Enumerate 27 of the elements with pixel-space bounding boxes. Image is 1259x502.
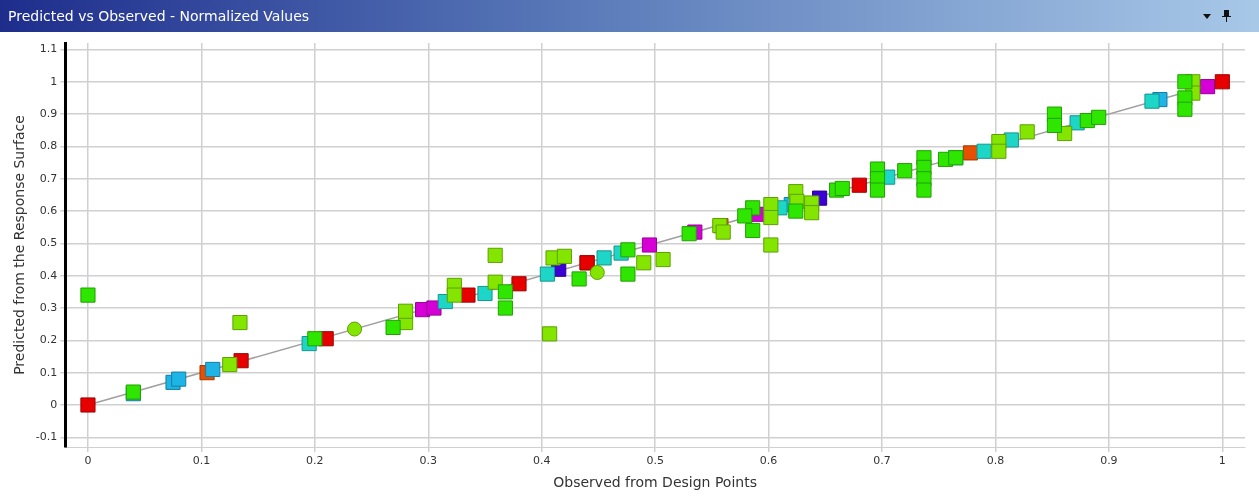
y-tick-label: 0.9 [39, 106, 58, 120]
y-tick-label: 0.5 [39, 236, 58, 250]
y-tick-label: 0.6 [39, 203, 58, 217]
y-tick-label: 0.3 [39, 300, 58, 314]
y-tick-label: 0.7 [39, 171, 58, 185]
y-tick-label: 0.2 [39, 333, 58, 347]
x-tick-label: 0.4 [532, 454, 551, 468]
x-tick-label: 0.6 [759, 454, 778, 468]
y-tick-label: 0.1 [39, 365, 58, 379]
x-tick-label: 1 [1218, 454, 1226, 468]
y-tick-label: 1.1 [39, 42, 58, 56]
x-tick-label: 0 [84, 454, 92, 468]
x-tick-label: 0.1 [192, 454, 211, 468]
x-tick-label: 0.8 [986, 454, 1005, 468]
x-tick-label: 0.5 [646, 454, 664, 468]
x-tick-label: 0.2 [306, 454, 324, 468]
y-tick-label: 1 [50, 74, 58, 88]
x-axis-title: Observed from Design Points [553, 474, 757, 491]
chart-title: Predicted vs Observed - Normalized Values [8, 8, 310, 24]
x-tick-label: 0.3 [419, 454, 438, 468]
y-tick-label: 0 [50, 397, 58, 411]
x-tick-label: 0.7 [873, 454, 891, 468]
y-tick-label: 0.4 [39, 268, 58, 282]
y-axis-title: Predicted from the Response Surface [11, 115, 28, 375]
y-tick-label: 0.8 [39, 139, 58, 153]
y-tick-label: -0.1 [35, 430, 58, 444]
x-tick-label: 0.9 [1100, 454, 1118, 468]
